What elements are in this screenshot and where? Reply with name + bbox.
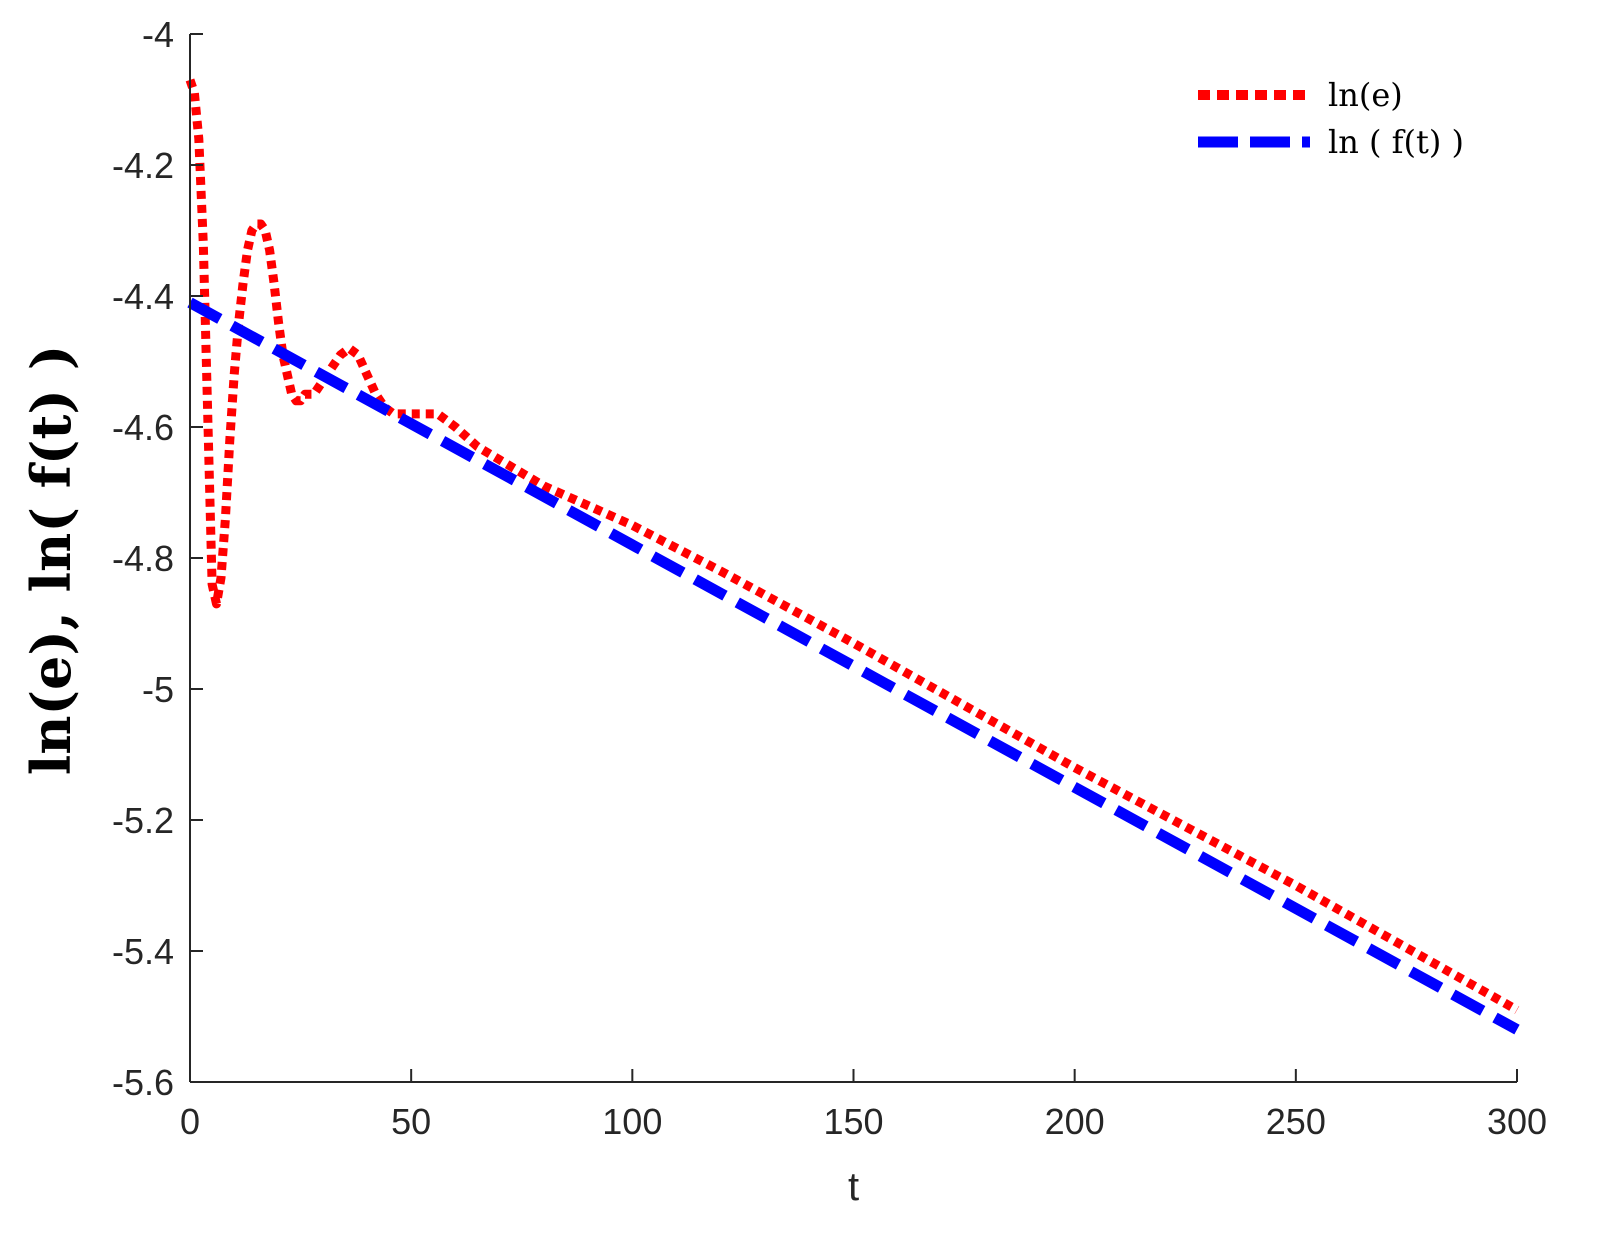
x-tick-label: 0 bbox=[180, 1101, 200, 1142]
legend-label: ln(e) bbox=[1328, 76, 1403, 114]
legend: ln(e) ln ( f(t) ) bbox=[1198, 76, 1464, 161]
plot-area bbox=[190, 34, 1517, 1082]
x-tick-label: 50 bbox=[391, 1101, 431, 1142]
series-line-ln-f-t bbox=[187, 297, 1520, 1035]
y-tick-label: -4 bbox=[142, 14, 174, 55]
axes bbox=[189, 33, 1518, 1083]
y-tick-label: -5.2 bbox=[112, 800, 174, 841]
series-line-ln-e bbox=[185, 78, 1520, 1014]
series-layer bbox=[185, 78, 1520, 1035]
y-axis-label: ln(e), ln( f(t) ) bbox=[19, 345, 83, 776]
y-tick-label: -4.6 bbox=[112, 407, 174, 448]
y-tick-label: -4.2 bbox=[112, 145, 174, 186]
y-tick-label: -5 bbox=[142, 669, 174, 710]
x-tick-label: 250 bbox=[1266, 1101, 1326, 1142]
x-tick-label: 100 bbox=[602, 1101, 662, 1142]
plot-background bbox=[190, 34, 1517, 1082]
y-tick-label: -5.4 bbox=[112, 931, 174, 972]
tick-labels: 0 50 100 150 200 250 300 -4 -4.2 -4.4 -4.6 -4.8 -5 -5… bbox=[112, 14, 1547, 1142]
x-tick-label: 300 bbox=[1487, 1101, 1547, 1142]
x-tick-label: 200 bbox=[1045, 1101, 1105, 1142]
y-tick-label: -4.4 bbox=[112, 276, 174, 317]
x-tick-label: 150 bbox=[823, 1101, 883, 1142]
y-tick-label: -4.8 bbox=[112, 538, 174, 579]
legend-label: ln ( f(t) ) bbox=[1328, 123, 1464, 161]
x-axis-label: t bbox=[848, 1165, 859, 1209]
y-tick-label: -5.6 bbox=[112, 1062, 174, 1103]
